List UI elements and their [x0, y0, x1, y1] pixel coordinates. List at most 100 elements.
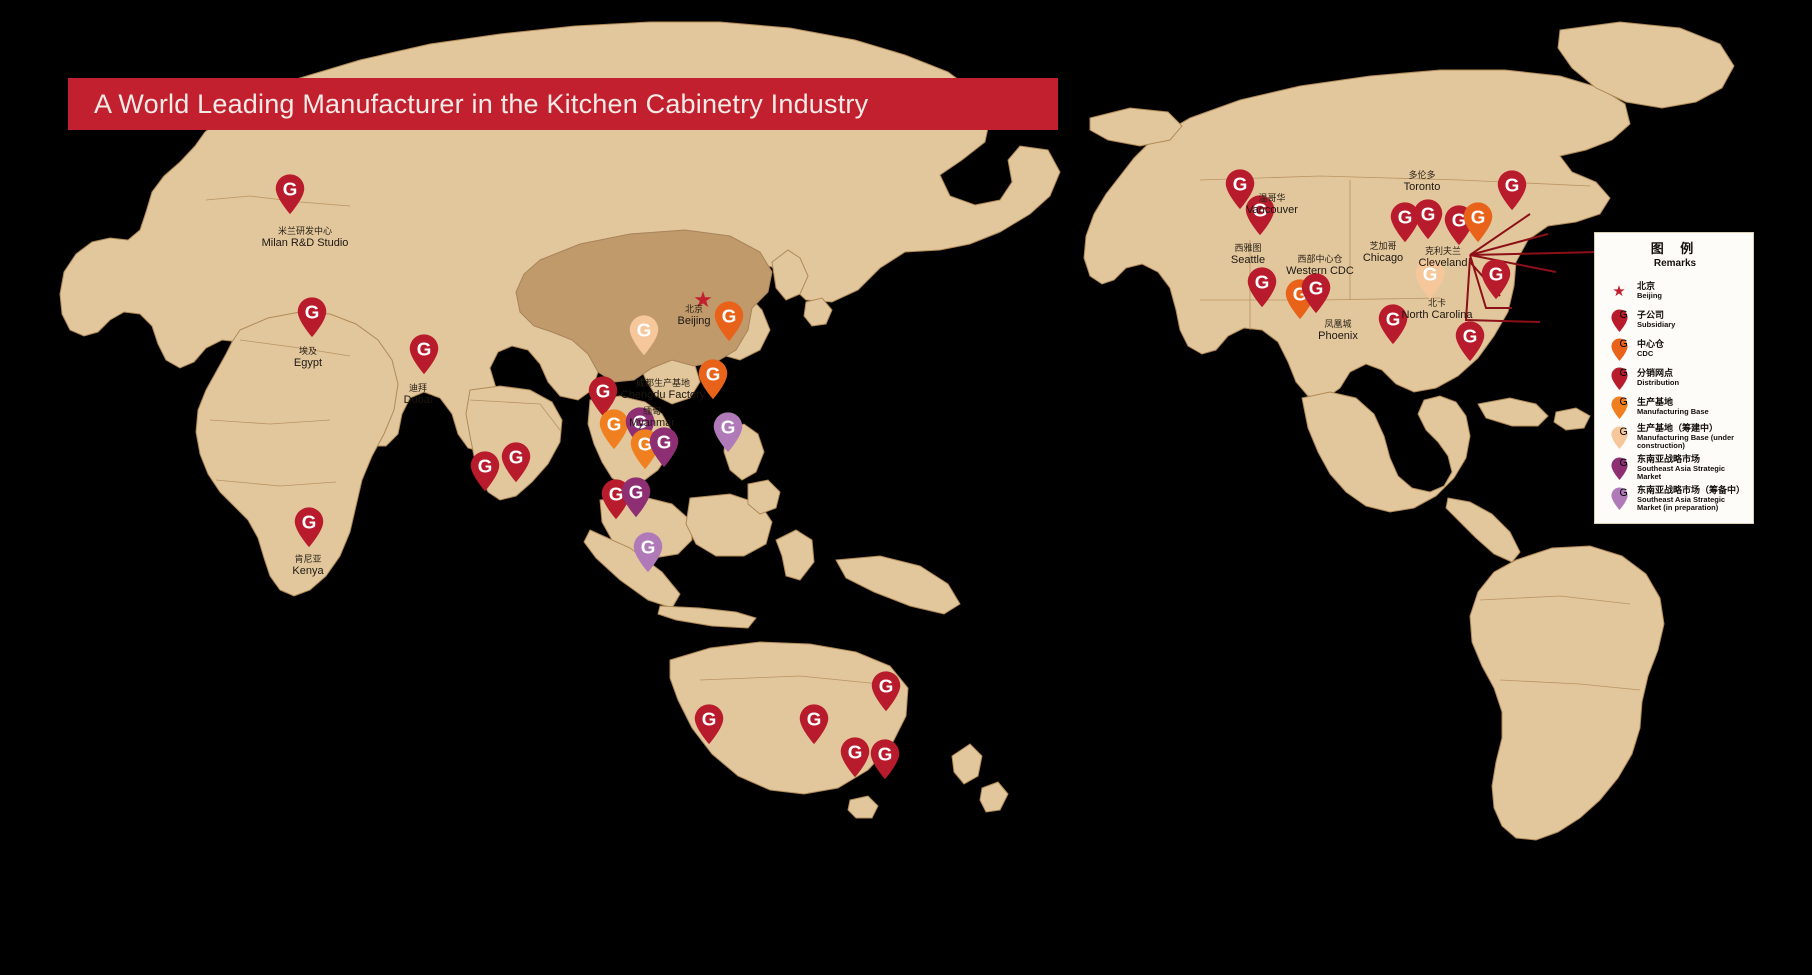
legend-item-2-text: 中心仓 CDC	[1635, 340, 1747, 358]
pin-india-west[interactable]: G	[470, 451, 500, 492]
legend-item-4-en: Manufacturing Base	[1637, 407, 1709, 417]
pin-philippines[interactable]: G	[713, 412, 743, 453]
legend-item-7: G 东南亚战略市场（筹备中） Southeast Asia Strategic Ma…	[1603, 486, 1747, 513]
legend-item-2-cn: 中心仓	[1637, 340, 1665, 351]
legend-panel: 图 例 Remarks ★ 北京 Beijing G 子公司 Subsidiary G 中心仓…	[1594, 232, 1754, 524]
pin-kenya[interactable]: G	[294, 507, 324, 548]
title-banner: A World Leading Manufacturer in the Kitc…	[68, 78, 1058, 130]
land-japan2	[803, 297, 833, 327]
pin-china-east-1[interactable]: G	[714, 301, 744, 342]
legend-item-7-text: 东南亚战略市场（筹备中） Southeast Asia Strategic Mar…	[1635, 486, 1747, 513]
legend-item-3-text: 分销网点 Distribution	[1635, 369, 1747, 387]
svg-text:G: G	[657, 432, 672, 453]
pin-dubai[interactable]: G	[409, 334, 439, 375]
china-highlight-region	[515, 229, 773, 383]
legend-item-2: G 中心仓 CDC	[1603, 337, 1747, 362]
land-caribbean	[1477, 397, 1549, 427]
land-japan	[771, 249, 809, 301]
svg-text:G: G	[807, 709, 822, 730]
pin-florida[interactable]: G	[1455, 321, 1485, 362]
svg-text:G: G	[1619, 367, 1627, 379]
pin-phoenix-2[interactable]: G	[1301, 273, 1331, 314]
pin-myanmar[interactable]: G	[588, 376, 618, 417]
pin-australia-canberra[interactable]: G	[870, 739, 900, 780]
land-greenland	[1557, 21, 1735, 109]
svg-text:G: G	[302, 512, 317, 533]
pin-east-coast[interactable]: G	[1481, 259, 1511, 300]
svg-text:G: G	[1386, 309, 1401, 330]
svg-text:G: G	[1619, 396, 1627, 408]
legend-item-1: G 子公司 Subsidiary	[1603, 308, 1747, 333]
svg-text:G: G	[1619, 457, 1627, 469]
land-tasmania	[847, 795, 879, 819]
page-title: A World Leading Manufacturer in the Kitc…	[94, 88, 869, 119]
pin-vietnam-2[interactable]: G	[649, 427, 679, 468]
land-malay	[599, 495, 693, 559]
land-south-america	[1469, 545, 1665, 841]
svg-text:G: G	[706, 364, 721, 385]
legend-item-6-en: Southeast Asia Strategic Market	[1637, 463, 1726, 482]
legend-title: 图 例 Remarks	[1603, 242, 1747, 270]
pin-manufacturing-icon: G	[1603, 396, 1635, 419]
pin-north-carolina[interactable]: G	[1415, 259, 1445, 300]
legend-item-0: ★ 北京 Beijing	[1603, 279, 1747, 304]
legend-title-en: Remarks	[1653, 257, 1697, 269]
svg-text:G: G	[1255, 272, 1270, 293]
pin-indonesia[interactable]: G	[633, 532, 663, 573]
pin-australia-perth[interactable]: G	[694, 704, 724, 745]
svg-text:G: G	[879, 676, 894, 697]
pin-northeast[interactable]: G	[1497, 170, 1527, 211]
land-alaska-island	[1089, 107, 1183, 147]
pin-vancouver[interactable]: G	[1225, 169, 1255, 210]
svg-text:G: G	[629, 482, 644, 503]
svg-text:G: G	[509, 447, 524, 468]
pin-texas[interactable]: G	[1378, 304, 1408, 345]
pin-seattle[interactable]: G	[1245, 195, 1275, 236]
pin-india-south[interactable]: G	[501, 442, 531, 483]
pin-australia-adelaide[interactable]: G	[799, 704, 829, 745]
svg-text:G: G	[638, 434, 653, 455]
svg-text:G: G	[637, 320, 652, 341]
svg-text:G: G	[1619, 309, 1627, 321]
svg-text:G: G	[721, 417, 736, 438]
pin-sea-market-icon: G	[1603, 457, 1635, 480]
pin-western-cdc[interactable]: G	[1247, 267, 1277, 308]
legend-item-1-text: 子公司 Subsidiary	[1635, 311, 1747, 329]
pin-cleveland-2[interactable]: G	[1463, 202, 1493, 243]
legend-item-6: G 东南亚战略市场 Southeast Asia Strategic Market	[1603, 455, 1747, 482]
land-sulawesi	[775, 529, 815, 581]
pin-malaysia-2[interactable]: G	[621, 477, 651, 518]
land-philippines2	[747, 479, 781, 515]
land-newguinea	[835, 555, 961, 615]
svg-text:G: G	[1398, 207, 1413, 228]
pin-china-south[interactable]: G	[698, 359, 728, 400]
svg-text:G: G	[417, 339, 432, 360]
pin-australia-melbourne[interactable]: G	[840, 737, 870, 778]
pin-chengdu-factory[interactable]: G	[629, 315, 659, 356]
pin-chicago-2[interactable]: G	[1413, 199, 1443, 240]
svg-text:G: G	[1423, 264, 1438, 285]
legend-item-0-en: Beijing	[1637, 291, 1663, 301]
svg-text:G: G	[1452, 210, 1467, 231]
pin-egypt[interactable]: G	[297, 297, 327, 338]
svg-text:G: G	[633, 412, 648, 433]
pin-australia-sydney[interactable]: G	[871, 671, 901, 712]
svg-text:G: G	[1489, 264, 1504, 285]
svg-text:G: G	[1471, 207, 1486, 228]
star-icon: ★	[1612, 282, 1626, 300]
legend-item-1-en: Subsidiary	[1637, 320, 1676, 330]
svg-text:G: G	[283, 179, 298, 200]
svg-text:G: G	[1253, 200, 1268, 221]
legend-item-5-cn: 生产基地（筹建中）	[1637, 423, 1719, 434]
pin-chicago-1[interactable]: G	[1390, 202, 1420, 243]
land-java	[657, 605, 757, 629]
legend-title-cn: 图 例	[1650, 242, 1700, 257]
pin-thailand-1[interactable]: G	[599, 409, 629, 450]
legend-item-5: G 生产基地（筹建中） Manufacturing Base (under cons…	[1603, 424, 1747, 451]
svg-text:G: G	[722, 306, 737, 327]
pin-milan[interactable]: G	[275, 174, 305, 215]
svg-text:G: G	[1421, 204, 1436, 225]
svg-text:G: G	[1463, 326, 1478, 347]
